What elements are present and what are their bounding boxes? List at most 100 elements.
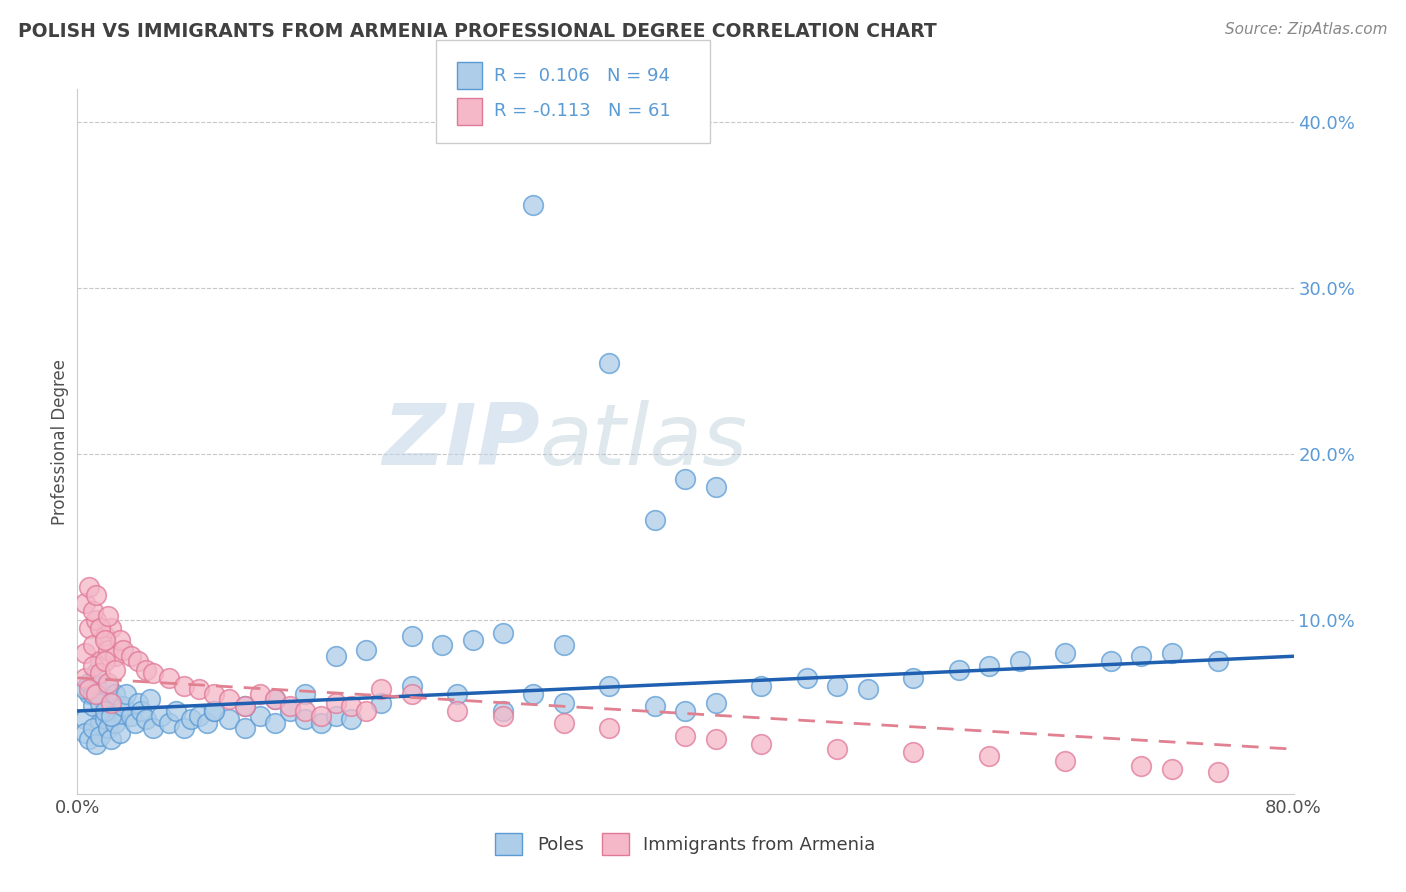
Point — [89, 665, 111, 680]
Point — [97, 704, 120, 718]
Point — [82, 721, 104, 735]
Point — [704, 696, 727, 710]
Point — [73, 725, 96, 739]
Point — [165, 704, 187, 718]
Point — [1099, 654, 1122, 668]
Point — [84, 679, 107, 693]
Point — [93, 704, 115, 718]
Text: atlas: atlas — [540, 400, 748, 483]
Point — [195, 715, 218, 730]
Point — [249, 687, 271, 701]
Point — [135, 663, 157, 677]
Point — [100, 696, 122, 710]
Point — [73, 596, 96, 610]
Point — [89, 654, 111, 668]
Point — [827, 679, 849, 693]
Legend: Poles, Immigrants from Armenia: Poles, Immigrants from Armenia — [488, 826, 883, 863]
Point — [264, 715, 287, 730]
Point — [370, 682, 392, 697]
Point — [461, 632, 484, 647]
Point — [249, 709, 271, 723]
Point — [124, 715, 146, 730]
Point — [108, 725, 131, 739]
Point — [370, 696, 392, 710]
Point — [354, 704, 377, 718]
Point — [598, 679, 620, 693]
Point — [675, 472, 697, 486]
Point — [1161, 646, 1184, 660]
Point — [104, 687, 127, 701]
Point — [100, 732, 122, 747]
Point — [142, 665, 165, 680]
Point — [93, 712, 115, 726]
Point — [233, 698, 256, 713]
Point — [79, 682, 101, 697]
Point — [233, 698, 256, 713]
Point — [79, 621, 101, 635]
Point — [325, 696, 347, 710]
Point — [129, 704, 152, 718]
Point — [278, 698, 301, 713]
Point — [675, 704, 697, 718]
Point — [751, 737, 773, 751]
Point — [233, 721, 256, 735]
Point — [325, 709, 347, 723]
Point — [492, 709, 515, 723]
Point — [93, 696, 115, 710]
Point — [93, 629, 115, 643]
Point — [796, 671, 818, 685]
Point — [401, 629, 423, 643]
Point — [294, 712, 316, 726]
Point — [79, 687, 101, 701]
Point — [73, 682, 96, 697]
Point — [173, 721, 195, 735]
Point — [522, 198, 544, 212]
Point — [553, 696, 575, 710]
Point — [104, 715, 127, 730]
Point — [598, 356, 620, 370]
Point — [73, 671, 96, 685]
Point — [79, 732, 101, 747]
Point — [79, 675, 101, 690]
Point — [93, 654, 115, 668]
Point — [948, 663, 970, 677]
Point — [89, 715, 111, 730]
Point — [218, 692, 240, 706]
Point — [82, 659, 104, 673]
Point — [1206, 765, 1229, 780]
Point — [84, 737, 107, 751]
Point — [1161, 762, 1184, 776]
Point — [218, 712, 240, 726]
Point — [354, 642, 377, 657]
Point — [111, 642, 134, 657]
Point — [97, 609, 120, 624]
Y-axis label: Professional Degree: Professional Degree — [51, 359, 69, 524]
Point — [120, 649, 142, 664]
Point — [157, 671, 180, 685]
Point — [135, 712, 157, 726]
Point — [73, 646, 96, 660]
Point — [93, 632, 115, 647]
Point — [553, 638, 575, 652]
Text: R = -0.113   N = 61: R = -0.113 N = 61 — [494, 103, 671, 120]
Point — [903, 671, 925, 685]
Point — [401, 679, 423, 693]
Point — [446, 687, 468, 701]
Point — [1206, 654, 1229, 668]
Point — [522, 687, 544, 701]
Point — [97, 675, 120, 690]
Text: POLISH VS IMMIGRANTS FROM ARMENIA PROFESSIONAL DEGREE CORRELATION CHART: POLISH VS IMMIGRANTS FROM ARMENIA PROFES… — [18, 22, 936, 41]
Point — [264, 692, 287, 706]
Point — [82, 687, 104, 701]
Point — [903, 746, 925, 760]
Point — [979, 748, 1001, 763]
Point — [294, 704, 316, 718]
Point — [704, 480, 727, 494]
Point — [89, 621, 111, 635]
Point — [115, 687, 138, 701]
Point — [492, 704, 515, 718]
Point — [127, 654, 149, 668]
Point — [598, 721, 620, 735]
Point — [202, 704, 225, 718]
Point — [492, 626, 515, 640]
